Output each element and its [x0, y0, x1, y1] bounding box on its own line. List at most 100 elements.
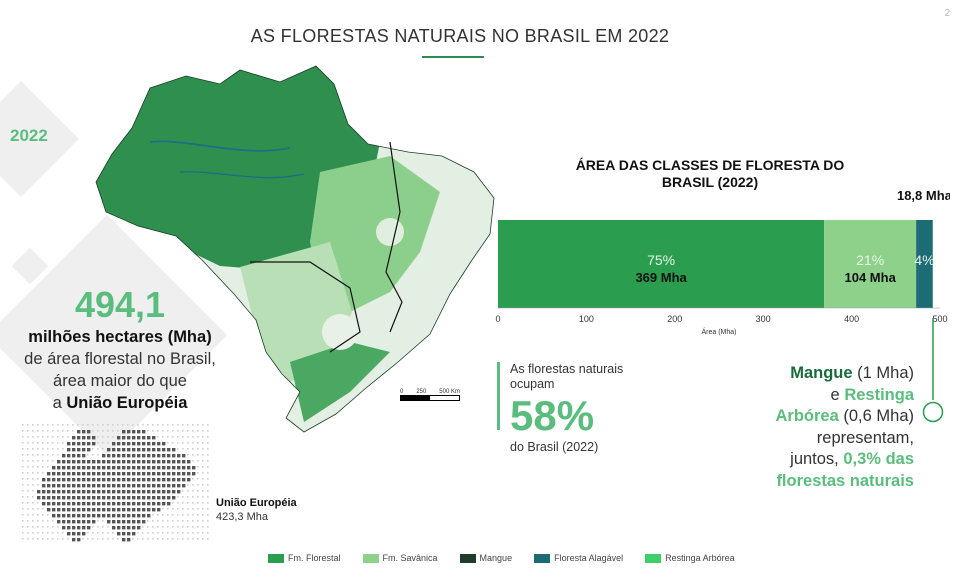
eu-dot — [152, 514, 154, 516]
eu-dot — [182, 508, 184, 510]
eu-dot — [112, 490, 116, 494]
eu-dot — [117, 424, 119, 426]
eu-dot — [142, 466, 146, 470]
eu-dot — [157, 514, 159, 516]
eu-dot — [142, 472, 146, 476]
eu-dot — [72, 508, 76, 512]
mangue-connector — [922, 318, 944, 423]
eu-dot — [97, 472, 101, 476]
eu-dot — [102, 520, 104, 522]
eu-dot — [37, 520, 39, 522]
eu-dot — [87, 496, 91, 500]
eu-dot — [207, 538, 209, 540]
eu-dot — [37, 472, 39, 474]
eu-dot — [137, 502, 141, 506]
eu-dot — [67, 478, 71, 482]
eu-dot — [117, 526, 121, 530]
eu-dot — [87, 514, 91, 518]
eu-dot — [82, 460, 86, 464]
eu-dot — [92, 484, 96, 488]
eu-dot — [202, 514, 204, 516]
eu-dot — [167, 424, 169, 426]
eu-dot — [127, 478, 131, 482]
legend-label: Mangue — [479, 553, 513, 563]
eu-dot — [147, 496, 151, 500]
eu-dot — [187, 454, 189, 456]
eu-dot — [187, 490, 189, 492]
eu-dot — [67, 460, 71, 464]
eu-dot — [97, 448, 99, 450]
eu-dot — [117, 484, 121, 488]
eu-dot — [177, 526, 179, 528]
eu-dot — [87, 454, 89, 456]
eu-dot — [42, 484, 46, 488]
eu-dot — [137, 514, 141, 518]
eu-dot — [172, 430, 174, 432]
eu-dot — [152, 430, 154, 432]
eu-dot — [67, 496, 71, 500]
eu-dot — [182, 514, 184, 516]
eu-dot — [132, 496, 136, 500]
eu-dot — [202, 430, 204, 432]
eu-dot — [197, 520, 199, 522]
eu-dot — [102, 430, 104, 432]
eu-dot — [72, 442, 76, 446]
eu-dot — [197, 484, 199, 486]
eu-dot — [62, 472, 66, 476]
eu-dot — [132, 520, 136, 524]
note-and: e — [830, 385, 840, 404]
eu-dot — [52, 538, 54, 540]
eu-dot — [72, 424, 74, 426]
eu-dot — [192, 496, 194, 498]
eu-dot — [117, 460, 121, 464]
eu-dot — [117, 454, 121, 458]
eu-dot — [127, 424, 129, 426]
eu-dot — [82, 424, 84, 426]
eu-dot — [92, 520, 96, 524]
eu-dot — [37, 514, 39, 516]
eu-dot — [72, 478, 76, 482]
eu-dot — [57, 442, 59, 444]
eu-dot — [187, 424, 189, 426]
eu-dot — [137, 496, 141, 500]
eu-dot — [62, 532, 64, 534]
eu-dot — [117, 436, 121, 440]
eu-dot — [132, 484, 136, 488]
eu-dot — [32, 448, 34, 450]
page-title: AS FLORESTAS NATURAIS NO BRASIL EM 2022 — [250, 26, 670, 46]
legend-item-savanica: Fm. Savânica — [362, 553, 438, 563]
eu-dot — [92, 508, 96, 512]
eu-dot — [87, 478, 91, 482]
x-tick-label-100: 100 — [579, 314, 594, 324]
eu-dot — [117, 514, 121, 518]
eu-dot — [137, 448, 141, 452]
eu-dot — [97, 520, 99, 522]
eu-name: União Européia — [216, 497, 297, 509]
eu-dot — [22, 502, 24, 504]
eu-dot — [202, 466, 204, 468]
eu-dot — [57, 466, 61, 470]
eu-dot — [192, 436, 194, 438]
eu-dot — [122, 460, 126, 464]
legend-swatch — [362, 553, 379, 563]
eu-dot — [52, 484, 56, 488]
eu-dot — [47, 526, 49, 528]
eu-dot — [97, 532, 99, 534]
eu-dot — [167, 484, 171, 488]
eu-dot — [202, 532, 204, 534]
eu-dot — [137, 430, 141, 434]
eu-dot — [162, 460, 166, 464]
eu-dot — [192, 454, 194, 456]
eu-dot — [82, 526, 86, 530]
eu-dot — [67, 442, 71, 446]
eu-dot — [137, 508, 141, 512]
bar-segment-2 — [916, 220, 933, 308]
eu-dot — [152, 532, 154, 534]
eu-dot — [157, 532, 159, 534]
eu-dot — [57, 538, 59, 540]
eu-dot — [202, 436, 204, 438]
eu-dot — [77, 508, 81, 512]
eu-dot — [177, 532, 179, 534]
eu-dot — [172, 466, 176, 470]
eu-dot — [157, 490, 161, 494]
